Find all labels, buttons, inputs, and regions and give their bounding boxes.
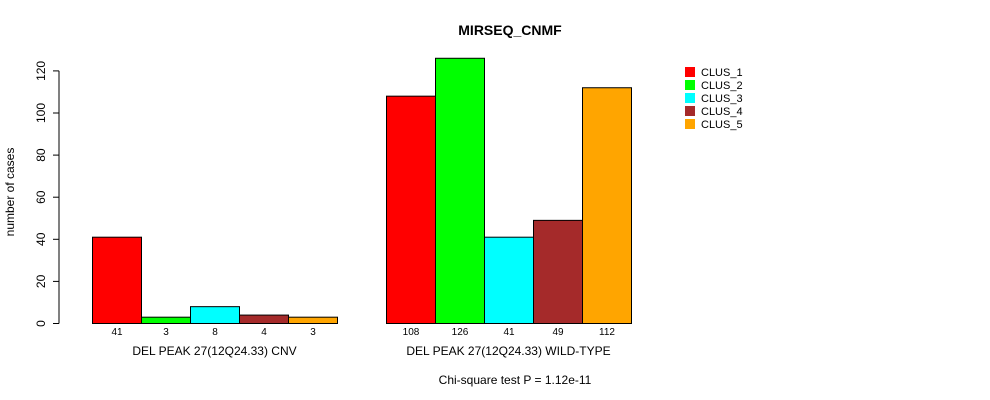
bar-count-label: 49: [552, 327, 564, 338]
bar-count-label: 3: [310, 327, 316, 338]
bars: [92, 57, 632, 325]
y-tick-label: 100: [34, 103, 48, 123]
y-axis: 0 20 40 60 80 100 120: [34, 61, 60, 327]
bar-count-label: 112: [599, 327, 615, 338]
bar-count-label: 41: [111, 327, 123, 338]
legend-label: CLUS_5: [701, 119, 743, 131]
y-tick-label: 20: [34, 274, 48, 288]
bar: [484, 236, 534, 325]
chart-title: MIRSEQ_CNMF: [458, 22, 562, 38]
group-labels: DEL PEAK 27(12Q24.33) CNV DEL PEAK 27(12Q…: [132, 344, 610, 358]
bar-count-label: 8: [212, 327, 218, 338]
legend-label: CLUS_1: [701, 67, 743, 79]
y-tick-label: 80: [34, 148, 48, 162]
bar: [288, 316, 338, 324]
bar: [386, 95, 436, 324]
bar: [141, 316, 191, 324]
bar-count-label: 108: [403, 327, 420, 338]
bar-count-label: 3: [163, 327, 169, 338]
bar-count-label: 4: [261, 327, 267, 338]
legend-swatch: [685, 67, 695, 77]
y-axis-label: number of cases: [3, 148, 17, 237]
y-tick-label: 0: [34, 320, 48, 327]
bar: [533, 219, 583, 324]
y-tick-label: 120: [34, 61, 48, 81]
chi-square-footnote: Chi-square test P = 1.12e-11: [439, 373, 592, 387]
legend-swatch: [685, 106, 695, 116]
y-tick-label: 60: [34, 190, 48, 204]
legend-swatch: [685, 80, 695, 90]
y-tick-label: 40: [34, 232, 48, 246]
count-labels: 41 3 8 4 3 108 126 41 49 112: [111, 327, 615, 338]
legend-label: CLUS_3: [701, 93, 743, 105]
group-label: DEL PEAK 27(12Q24.33) CNV: [132, 344, 296, 358]
legend-swatch: [685, 119, 695, 129]
bar: [582, 87, 632, 324]
legend-swatch: [685, 93, 695, 103]
bar: [435, 57, 485, 325]
bar: [92, 236, 142, 325]
legend-label: CLUS_2: [701, 80, 743, 92]
legend-label: CLUS_4: [701, 106, 743, 118]
group-label: DEL PEAK 27(12Q24.33) WILD-TYPE: [406, 344, 610, 358]
bar: [239, 314, 289, 324]
bar: [190, 306, 240, 325]
bar-count-label: 41: [503, 327, 515, 338]
bar-count-label: 126: [452, 327, 469, 338]
